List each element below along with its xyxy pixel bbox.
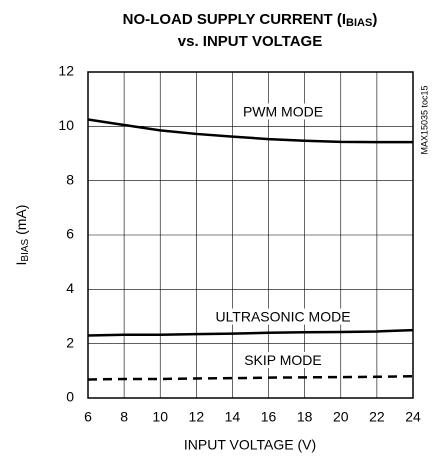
x-tick-label: 12: [189, 409, 205, 425]
x-tick-label: 14: [225, 409, 241, 425]
y-tick-label: 4: [66, 280, 74, 296]
y-tick-label: 0: [66, 389, 74, 405]
x-tick-label: 6: [84, 409, 92, 425]
x-tick-label: 8: [120, 409, 128, 425]
ylabel-part: (mA): [13, 205, 29, 239]
series-label: ULTRASONIC MODE: [215, 309, 350, 325]
label-background: [240, 103, 326, 120]
label-background: [242, 352, 324, 369]
series-label: SKIP MODE: [244, 352, 322, 368]
series-label: PWM MODE: [243, 103, 323, 119]
ylabel-part: I: [13, 262, 29, 266]
x-tick-label: 20: [333, 409, 349, 425]
ylabel-subscript: BIAS: [20, 238, 31, 261]
label-background: [213, 308, 353, 325]
series-line: [87, 118, 413, 144]
y-axis-label: IBIAS (mA): [13, 205, 31, 266]
y-tick-label: 12: [58, 63, 74, 79]
x-tick-label: 16: [261, 409, 277, 425]
x-axis-label: INPUT VOLTAGE (V): [184, 437, 316, 453]
series-line: [87, 328, 414, 337]
y-tick-label: 2: [66, 334, 74, 350]
x-tick-label: 22: [369, 409, 385, 425]
title-part: ): [372, 11, 377, 28]
chart-subtitle: vs. INPUT VOLTAGE: [178, 33, 322, 50]
y-tick-label: 8: [66, 171, 74, 187]
plot-frame: [87, 71, 414, 399]
series-line: [87, 375, 414, 381]
y-tick-label: 6: [66, 226, 74, 242]
x-tick-label: 24: [405, 409, 421, 425]
x-tick-label: 18: [297, 409, 313, 425]
title-subscript: BIAS: [346, 17, 372, 29]
y-tick-label: 10: [58, 117, 74, 133]
annotation: MAX15035 toc15: [419, 85, 429, 154]
chart-title: NO-LOAD SUPPLY CURRENT (IBIAS): [123, 11, 378, 29]
x-tick-label: 10: [152, 409, 168, 425]
title-part: NO-LOAD SUPPLY CURRENT (I: [123, 11, 346, 28]
